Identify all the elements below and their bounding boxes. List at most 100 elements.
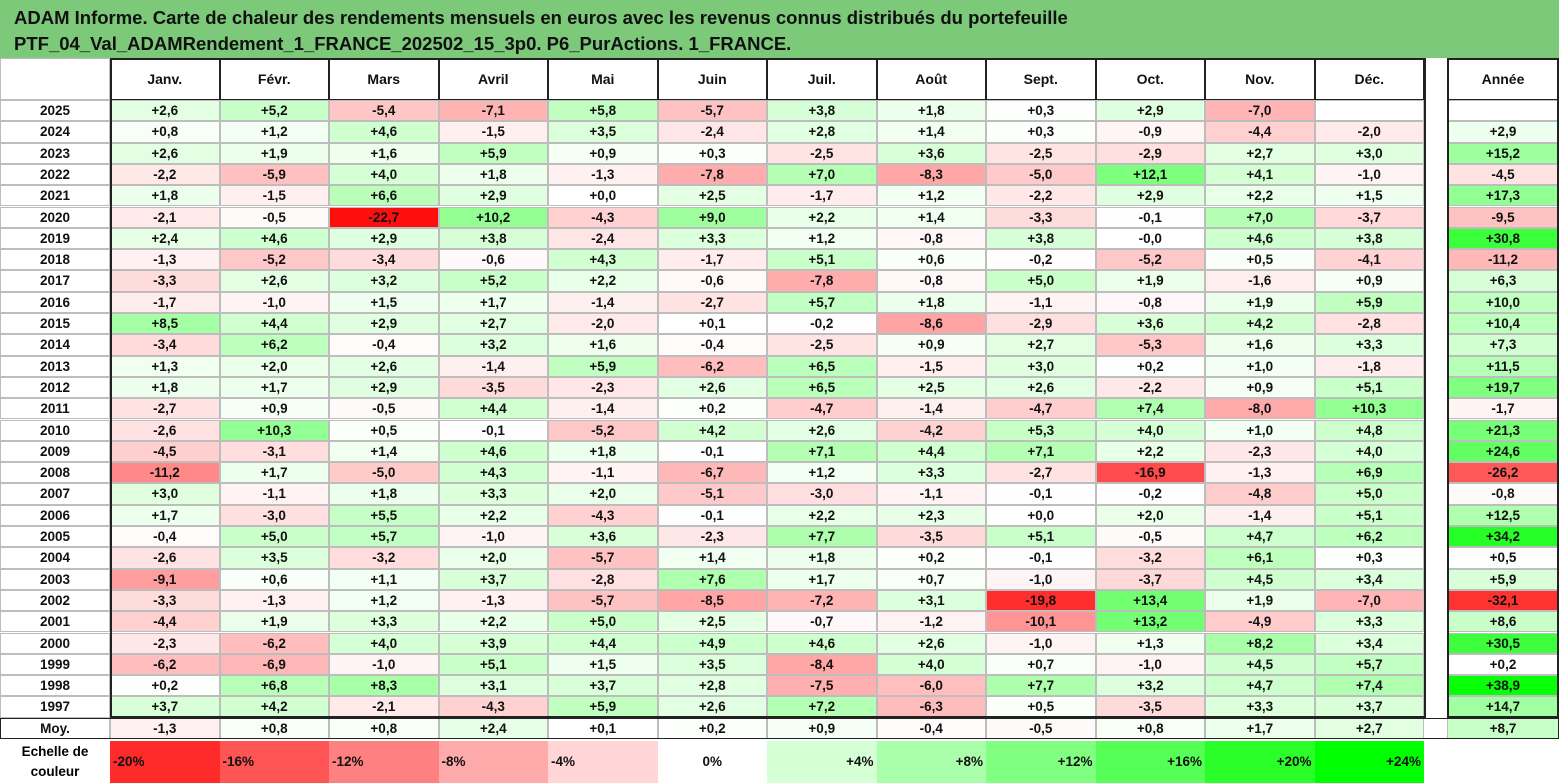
year-label: 2019 <box>0 227 110 250</box>
heatmap-cell: -7,0 <box>1314 589 1424 612</box>
annual-cell: -32,1 <box>1447 589 1559 612</box>
heatmap-cell: -2,9 <box>986 313 1096 335</box>
heatmap-cell: -2,5 <box>986 142 1096 164</box>
year-label: 1999 <box>0 653 110 676</box>
heatmap-cell: -1,0 <box>986 632 1096 654</box>
heatmap-cell: +3,4 <box>1314 568 1424 590</box>
heatmap-cell: +3,2 <box>438 334 548 356</box>
month-header: Avril <box>438 58 548 100</box>
heatmap-cell: +1,0 <box>1205 355 1315 377</box>
heatmap-cell: +0,9 <box>1205 376 1315 399</box>
heatmap-cell: -2,4 <box>548 227 658 250</box>
year-label: 2003 <box>0 568 110 590</box>
heatmap-cell: +5,2 <box>219 100 329 122</box>
heatmap-cell: +3,3 <box>1314 611 1424 633</box>
heatmap-cell: -0,6 <box>438 249 548 271</box>
year-label: 2012 <box>0 376 110 399</box>
heatmap-cell: +3,1 <box>876 589 986 612</box>
report-title-banner: ADAM Informe. Carte de chaleur des rende… <box>0 0 1559 58</box>
heatmap-cell: +2,7 <box>438 313 548 335</box>
heatmap-cell: +0,5 <box>1205 249 1315 271</box>
heatmap-cell: -5,7 <box>548 547 658 569</box>
heatmap-cell: -3,3 <box>110 270 220 292</box>
heatmap-cell: +5,2 <box>438 270 548 292</box>
heatmap-cell: -0,2 <box>767 313 877 335</box>
heatmap-cell: +3,8 <box>438 227 548 250</box>
heatmap-cell: +1,5 <box>1314 185 1424 207</box>
annual-cell: -1,7 <box>1447 398 1559 420</box>
heatmap-cell: +7,1 <box>986 440 1096 463</box>
heatmap-cell: +2,8 <box>657 675 767 697</box>
heatmap-cell: +13,4 <box>1095 589 1205 612</box>
month-header: Mai <box>548 58 658 100</box>
average-cell: +2,4 <box>438 717 548 739</box>
heatmap-cell: +1,0 <box>1205 419 1315 441</box>
heatmap-cell: +2,2 <box>1095 440 1205 463</box>
heatmap-cell: -8,3 <box>876 163 986 186</box>
heatmap-cell: +2,9 <box>438 185 548 207</box>
heatmap-cell: +5,0 <box>219 526 329 548</box>
heatmap-cell: -1,6 <box>1205 270 1315 292</box>
heatmap-cell: -1,4 <box>1205 504 1315 526</box>
heatmap-cell: +5,9 <box>548 355 658 377</box>
heatmap-cell: -1,3 <box>1205 462 1315 484</box>
heatmap-cell: +2,2 <box>438 504 548 526</box>
color-scale-step: 0% <box>657 741 767 783</box>
heatmap-cell: +6,9 <box>1314 462 1424 484</box>
heatmap-cell: +7,0 <box>1205 206 1315 228</box>
heatmap-cell: -0,4 <box>329 334 439 356</box>
heatmap-cell: -1,3 <box>548 163 658 186</box>
heatmap-cell: +3,8 <box>767 100 877 122</box>
heatmap-cell: -0,2 <box>1095 483 1205 505</box>
heatmap-cell: -4,9 <box>1205 611 1315 633</box>
heatmap-cell: +4,9 <box>657 632 767 654</box>
heatmap-cell: +3,7 <box>1314 696 1424 718</box>
heatmap-cell: +4,2 <box>1205 313 1315 335</box>
heatmap-cell: +0,2 <box>876 547 986 569</box>
heatmap-cell: +6,2 <box>219 334 329 356</box>
heatmap-cell: +5,7 <box>767 291 877 313</box>
heatmap-cell: -2,0 <box>1314 121 1424 143</box>
heatmap-cell: +1,5 <box>329 291 439 313</box>
average-annual-cell: +8,7 <box>1447 717 1559 739</box>
heatmap-cell: +4,0 <box>1095 419 1205 441</box>
heatmap-cell: -8,0 <box>1205 398 1315 420</box>
heatmap-cell: +6,1 <box>1205 547 1315 569</box>
annual-cell: +30,8 <box>1447 227 1559 250</box>
heatmap-cell: +2,6 <box>986 376 1096 399</box>
heatmap-cell: +4,7 <box>1205 675 1315 697</box>
heatmap-cell: +1,2 <box>876 185 986 207</box>
heatmap-cell: +10,3 <box>219 419 329 441</box>
heatmap-cell: +4,4 <box>438 398 548 420</box>
heatmap-cell: -6,2 <box>219 632 329 654</box>
heatmap-cell: -4,5 <box>110 440 220 463</box>
heatmap-cell: -3,4 <box>110 334 220 356</box>
heatmap-cell: -1,0 <box>986 568 1096 590</box>
heatmap-cell: -3,5 <box>876 526 986 548</box>
heatmap-cell: +2,0 <box>1095 504 1205 526</box>
heatmap-cell: -2,8 <box>548 568 658 590</box>
year-label: 2011 <box>0 398 110 420</box>
color-scale-step: -12% <box>329 741 439 783</box>
annual-cell: +10,0 <box>1447 291 1559 313</box>
heatmap-cell: -4,7 <box>986 398 1096 420</box>
heatmap-cell: -5,4 <box>329 100 439 122</box>
heatmap-cell: +4,7 <box>1205 526 1315 548</box>
heatmap-cell: -6,7 <box>657 462 767 484</box>
heatmap-cell: -7,8 <box>657 163 767 186</box>
heatmap-cell: -1,7 <box>657 249 767 271</box>
heatmap-cell: -3,3 <box>110 589 220 612</box>
heatmap-cell: +2,9 <box>329 376 439 399</box>
heatmap-cell: +5,0 <box>1314 483 1424 505</box>
year-label: 2025 <box>0 100 110 122</box>
heatmap-cell: +7,6 <box>657 568 767 590</box>
heatmap-cell: +3,3 <box>438 483 548 505</box>
heatmap-cell: +12,1 <box>1095 163 1205 186</box>
heatmap-cell: +4,6 <box>329 121 439 143</box>
year-label: 2010 <box>0 419 110 441</box>
year-label: 2004 <box>0 547 110 569</box>
heatmap-cell: +2,6 <box>657 376 767 399</box>
heatmap-cell: +2,0 <box>219 355 329 377</box>
heatmap-cell: +0,2 <box>110 675 220 697</box>
heatmap-cell: +7,7 <box>986 675 1096 697</box>
